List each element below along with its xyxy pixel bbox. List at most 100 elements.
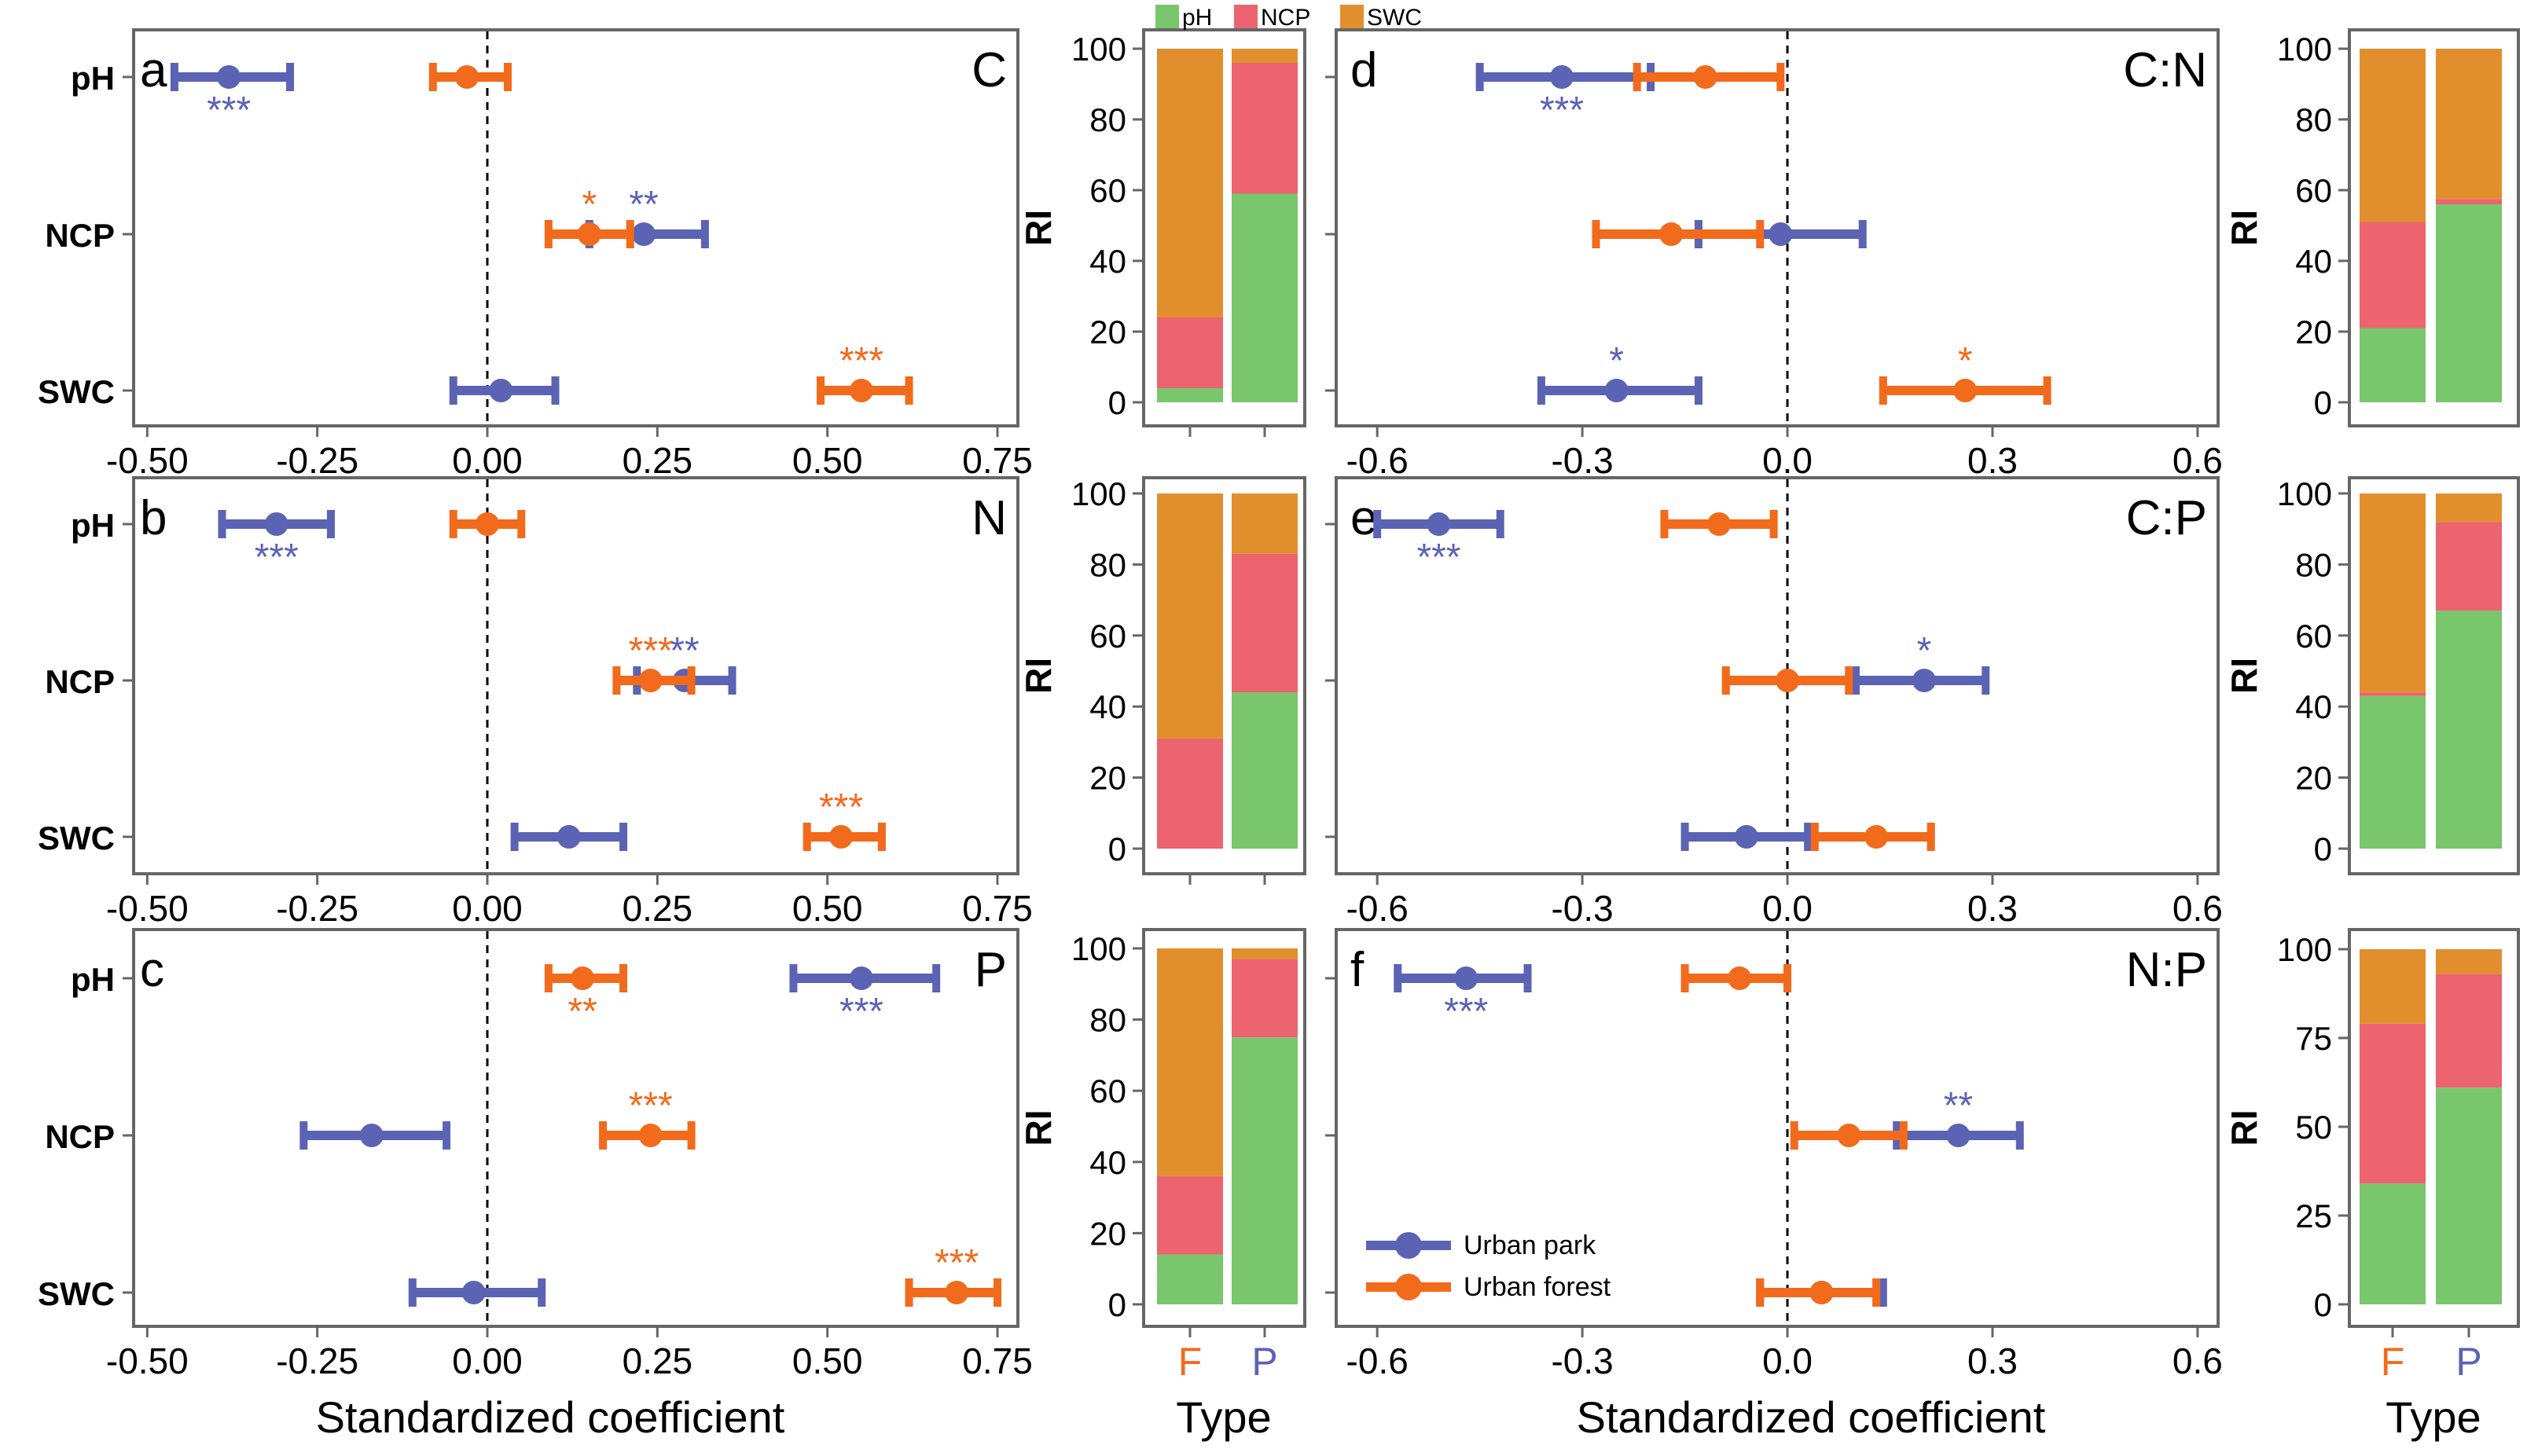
panel-ri-b-y-axis-title: RI — [1018, 658, 1059, 694]
panel-ri-f-y-tick-label: 50 — [2295, 1109, 2332, 1146]
panel-c-sig-forest: *** — [629, 1085, 673, 1127]
panel-b-x-tick-label: -0.25 — [276, 888, 358, 929]
panel-e-letter: e — [1350, 491, 1377, 545]
legend-point-park — [1395, 1232, 1422, 1259]
panel-ri-f-y-axis-title: RI — [2224, 1110, 2264, 1146]
panel-b-frame — [132, 476, 1019, 875]
panel-c-point-forest — [638, 1124, 663, 1147]
panel-ri-d-y-tick-label: 40 — [2295, 243, 2332, 280]
panel-e-x-tick-label: 0.0 — [1762, 888, 1813, 929]
panel-f-point-forest — [1728, 966, 1752, 990]
panel-ri-f-y-tick-label: 75 — [2295, 1020, 2332, 1057]
legend-label-ncp: NCP — [1261, 5, 1310, 31]
panel-ri-d-bar-F-swc — [2360, 49, 2426, 222]
panel-ri-c-bar-F-ncp — [1157, 1175, 1223, 1255]
panel-ri-b-y-tick-label: 100 — [1071, 475, 1126, 512]
panel-b-element-label: N — [971, 491, 1007, 545]
panel-b-predictor-label: SWC — [38, 820, 115, 856]
panel-d-x-tick-label: -0.6 — [1346, 440, 1409, 481]
panel-f-frame — [1335, 928, 2220, 1328]
panel-a-letter: a — [140, 43, 167, 97]
panel-c-point-park — [849, 966, 873, 990]
panel-ri-e-bar-F-ncp — [2360, 692, 2426, 696]
panel-ri-c-y-tick-label: 60 — [1089, 1073, 1126, 1109]
legend-point-forest — [1395, 1274, 1422, 1300]
panel-ri-e-y-tick-label: 100 — [2277, 475, 2332, 512]
panel-b-x-tick-label: -0.50 — [106, 888, 189, 929]
panel-b-point-park — [556, 825, 581, 849]
legend-label-swc: SWC — [1367, 5, 1422, 31]
panel-ri-f-y-tick-label: 25 — [2295, 1197, 2332, 1234]
panel-b-letter: b — [140, 491, 167, 545]
panel-b-sig-forest: *** — [819, 787, 863, 828]
panel-ri-d-bar-F-ph — [2360, 328, 2426, 402]
panel-c-point-park — [461, 1281, 486, 1304]
panel-c-point-forest — [571, 966, 595, 990]
text-layer: Standardized coefficient Standardized co… — [316, 1392, 2481, 1442]
panel-e-point-park — [1427, 512, 1451, 536]
panel-c-x-tick-label: 0.00 — [452, 1340, 523, 1381]
panel-ri-a-y-tick-label: 80 — [1089, 101, 1126, 138]
panel-a-sig-park: ** — [629, 184, 658, 226]
panel-a-point-park — [489, 379, 513, 402]
legend-text-forest: Urban forest — [1464, 1272, 1611, 1302]
panel-ri-a-bar-F-ncp — [1157, 317, 1223, 388]
panel-ri-d-y-tick-label: 20 — [2295, 314, 2332, 350]
panel-ri-d-bar-F-ncp — [2360, 222, 2426, 328]
panel-a-frame — [132, 28, 1019, 427]
panel-d-point-park — [1769, 222, 1793, 246]
panel-ri-a-bar-F-swc — [1157, 49, 1223, 317]
panel-c-x-tick-label: -0.25 — [276, 1340, 358, 1381]
panel-ri-c-y-tick-label: 40 — [1089, 1144, 1126, 1181]
legend-swatch-ph — [1155, 5, 1179, 28]
panel-f-x-tick-label: 0.0 — [1762, 1340, 1813, 1381]
panel-a-x-tick-label: 0.25 — [623, 440, 693, 481]
x-axis-title-left: Standardized coefficient — [316, 1392, 785, 1442]
panel-ri-f-bar-F-ncp — [2360, 1023, 2426, 1184]
panel-f-element-label: N:P — [2126, 943, 2207, 997]
panel-ri-b-y-tick-label: 20 — [1089, 760, 1126, 797]
panel-ri-f-bar-P-ncp — [2436, 974, 2502, 1088]
panel-a-point-forest — [577, 222, 601, 246]
panel-a-predictor-label: NCP — [45, 217, 115, 254]
panel-ri-d-bar-P-ph — [2436, 204, 2502, 402]
panel-ri-f-bar-P-swc — [2436, 949, 2502, 974]
panel-ri-b-y-tick-label: 80 — [1089, 546, 1126, 583]
panel-ri-b-bar-F-ncp — [1157, 738, 1223, 849]
panel-a-x-tick-label: -0.25 — [276, 440, 358, 481]
panel-ri-c-bar-P-ncp — [1232, 959, 1298, 1038]
panel-ri-d-frame — [2348, 28, 2520, 427]
panel-ri-f-category-label: F — [2381, 1340, 2405, 1384]
panel-f-x-tick-label: 0.6 — [2173, 1340, 2223, 1381]
panel-a-x-tick-label: 0.00 — [452, 440, 523, 481]
panel-ri-c-category-label: F — [1178, 1340, 1203, 1384]
panel-a-element-label: C — [971, 43, 1007, 97]
panel-f-sig-park: ** — [1944, 1085, 1973, 1127]
panel-a-x-tick-label: 0.75 — [962, 440, 1033, 481]
panel-ri-a-frame — [1142, 28, 1306, 427]
panel-d-sig-forest: * — [1958, 340, 1973, 382]
panel-ri-c-y-axis-title: RI — [1018, 1110, 1059, 1146]
panel-e-point-forest — [1864, 825, 1889, 849]
panel-b-predictor-label: NCP — [45, 663, 115, 700]
panel-a-point-park — [632, 222, 656, 246]
legend-label-ph: pH — [1182, 5, 1212, 31]
panel-d-sig-park: * — [1609, 340, 1624, 382]
panel-ri-c-y-tick-label: 100 — [1071, 930, 1126, 967]
panel-f-x-tick-label: -0.6 — [1346, 1340, 1409, 1381]
panel-ri-c-bar-P-swc — [1232, 948, 1298, 959]
legend-swatch-ncp — [1234, 5, 1258, 28]
panel-ri-f-bar-F-swc — [2360, 949, 2426, 1024]
panel-d-point-forest — [1659, 222, 1684, 246]
panel-ri-a-y-tick-label: 40 — [1089, 243, 1126, 280]
x-axis-title-middle: Standardized coefficient — [1577, 1392, 2046, 1442]
panel-ri-c-category-label: P — [1251, 1340, 1277, 1384]
panel-f-x-tick-label: 0.3 — [1967, 1340, 2018, 1381]
panel-d-letter: d — [1350, 43, 1377, 97]
panel-b-sig-park: ** — [670, 630, 699, 672]
panel-f-point-park — [1454, 966, 1478, 990]
panel-ri-a-bar-P-ncp — [1232, 63, 1298, 194]
panel-ri-e-bar-P-ph — [2436, 611, 2502, 849]
panel-ri-c-bar-F-swc — [1157, 948, 1223, 1176]
